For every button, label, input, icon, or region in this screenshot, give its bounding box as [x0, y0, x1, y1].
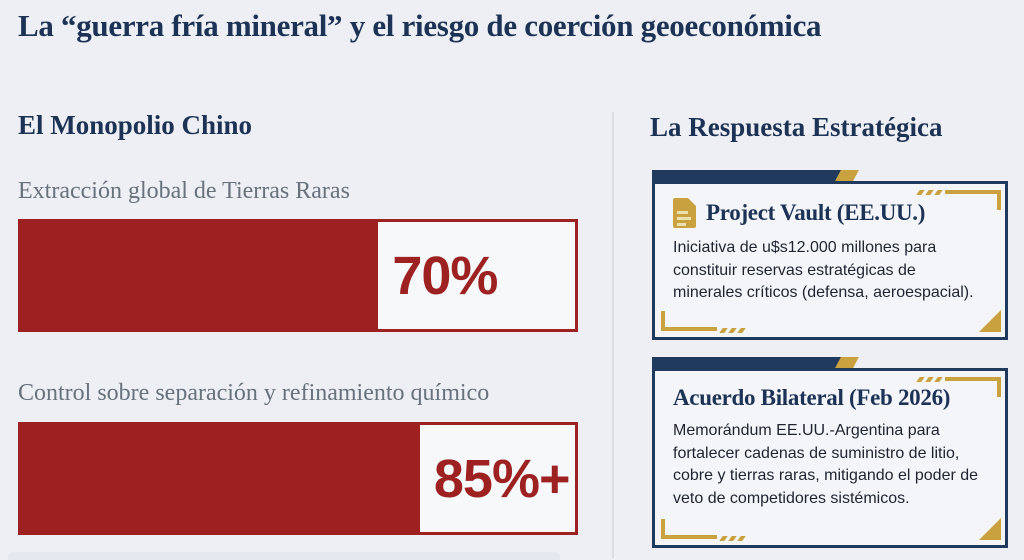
left-column-heading: El Monopolio Chino	[18, 110, 253, 140]
corner-bracket-top-right	[997, 377, 1001, 397]
corner-bracket-bottom-left	[661, 535, 717, 539]
corner-bracket-bottom-left	[661, 311, 665, 331]
bar-rare-earth-extraction: 70%	[18, 219, 578, 332]
card-project-vault: Project Vault (EE.UU.) Iniciativa de u$s…	[652, 170, 1008, 340]
bar-fill	[21, 222, 379, 329]
card-bilateral-agreement: Acuerdo Bilateral (Feb 2026) Memorándum …	[652, 357, 1008, 548]
right-column-heading: La Respuesta Estratégica	[650, 112, 943, 142]
corner-triangle-bottom-right	[979, 518, 1001, 540]
corner-bracket-top-right	[945, 190, 1001, 194]
card-top-accent	[652, 170, 859, 181]
bar-fill	[21, 425, 420, 532]
document-icon	[673, 198, 696, 228]
card-body-text: Iniciativa de u$s12.000 millones para co…	[673, 239, 974, 302]
card-box: Acuerdo Bilateral (Feb 2026) Memorándum …	[652, 368, 1008, 548]
bar-refining-control: 85%+	[18, 422, 578, 535]
corner-bracket-top-right	[945, 377, 1001, 381]
corner-ticks	[719, 536, 746, 541]
card-title: Project Vault (EE.UU.)	[706, 200, 926, 225]
corner-bracket-bottom-left	[661, 519, 665, 539]
corner-bracket-bottom-left	[661, 327, 717, 331]
page-title: La “guerra fría mineral” y el riesgo de …	[18, 8, 822, 43]
gold-accent-end	[835, 357, 859, 368]
gold-accent-end	[835, 170, 859, 181]
card-title: Acuerdo Bilateral (Feb 2026)	[673, 385, 951, 410]
corner-bracket-top-right	[997, 190, 1001, 210]
corner-triangle-bottom-right	[979, 310, 1001, 332]
corner-ticks	[916, 377, 943, 382]
card-body-text: Memorándum EE.UU.-Argentina para fortale…	[673, 422, 979, 508]
bar-label-rare-earth-extraction: Extracción global de Tierras Raras	[18, 178, 350, 204]
corner-ticks	[719, 328, 746, 333]
bottom-edge-artifact	[8, 552, 560, 560]
bar-label-refining-control: Control sobre separación y refinamiento …	[18, 380, 490, 406]
card-top-accent	[652, 357, 859, 368]
corner-ticks	[916, 190, 943, 195]
bar-value-label: 70%	[392, 245, 498, 306]
card-box: Project Vault (EE.UU.) Iniciativa de u$s…	[652, 181, 1008, 340]
bar-value-label: 85%+	[433, 448, 571, 509]
column-divider	[612, 112, 614, 558]
